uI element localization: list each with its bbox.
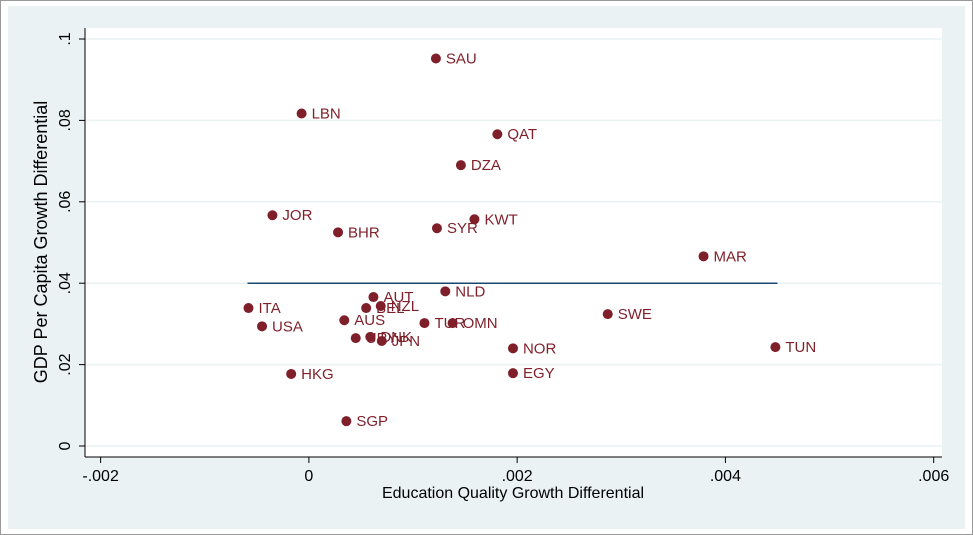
point bbox=[419, 318, 430, 329]
point bbox=[257, 321, 268, 332]
point bbox=[455, 160, 466, 171]
point bbox=[368, 292, 379, 303]
point bbox=[602, 309, 613, 320]
point-label: LBN bbox=[312, 105, 341, 122]
x-axis-label: Education Quality Growth Differential bbox=[382, 485, 644, 502]
point-label: DZA bbox=[471, 157, 501, 174]
y-tick-label: .08 bbox=[57, 109, 74, 131]
point-label: HKG bbox=[301, 366, 334, 383]
plot-region bbox=[85, 28, 942, 457]
x-tick-label: -.002 bbox=[82, 468, 119, 485]
point-label: DNK bbox=[380, 329, 412, 346]
x-tick-label: .006 bbox=[918, 468, 949, 485]
point-label: KWT bbox=[484, 211, 517, 228]
point bbox=[698, 251, 709, 262]
point-label: AUS bbox=[354, 312, 385, 329]
point bbox=[431, 223, 442, 234]
point bbox=[365, 331, 376, 342]
point bbox=[469, 214, 480, 225]
point bbox=[333, 227, 344, 238]
y-tick-label: .04 bbox=[57, 272, 74, 294]
point bbox=[440, 286, 451, 297]
point-label: SAU bbox=[446, 50, 477, 67]
x-tick-label: 0 bbox=[304, 468, 313, 485]
point bbox=[361, 303, 372, 314]
point-label: EGY bbox=[523, 365, 555, 382]
point-label: AUT bbox=[383, 289, 413, 306]
point-label: SWE bbox=[618, 306, 652, 323]
point bbox=[339, 315, 350, 326]
point-label: JPN bbox=[392, 333, 420, 350]
point-label: USA bbox=[272, 318, 303, 335]
point bbox=[267, 210, 278, 221]
point-label: NZL bbox=[391, 298, 419, 315]
point bbox=[430, 53, 441, 64]
point-label: QAT bbox=[507, 126, 537, 143]
y-tick-label: 0 bbox=[57, 441, 74, 450]
y-tick-label: .02 bbox=[57, 353, 74, 375]
y-tick-label: .1 bbox=[57, 32, 74, 45]
point bbox=[507, 343, 518, 354]
y-tick-label: .06 bbox=[57, 191, 74, 213]
point bbox=[286, 368, 297, 379]
point bbox=[376, 335, 387, 346]
point-label: NOR bbox=[523, 340, 557, 357]
x-tick-label: .004 bbox=[710, 468, 741, 485]
point bbox=[296, 108, 307, 119]
point bbox=[243, 303, 254, 314]
point-label: ITA bbox=[258, 300, 280, 317]
point bbox=[447, 318, 458, 329]
point-label: MAR bbox=[714, 248, 748, 265]
point bbox=[492, 129, 503, 140]
x-tick-label: .002 bbox=[502, 468, 533, 485]
y-axis-label: GDP Per Capita Growth Differential bbox=[31, 101, 51, 383]
point-label: BHR bbox=[348, 224, 380, 241]
point-label: SGP bbox=[356, 413, 388, 430]
point-label: OMN bbox=[463, 315, 498, 332]
point-label: SYR bbox=[447, 220, 478, 237]
point bbox=[350, 333, 361, 344]
point bbox=[341, 416, 352, 427]
point-label: JOR bbox=[282, 207, 312, 224]
point bbox=[770, 342, 781, 353]
point-label: TUN bbox=[785, 339, 816, 356]
point bbox=[507, 368, 518, 379]
point bbox=[375, 300, 386, 311]
point-label: NLD bbox=[455, 283, 485, 300]
